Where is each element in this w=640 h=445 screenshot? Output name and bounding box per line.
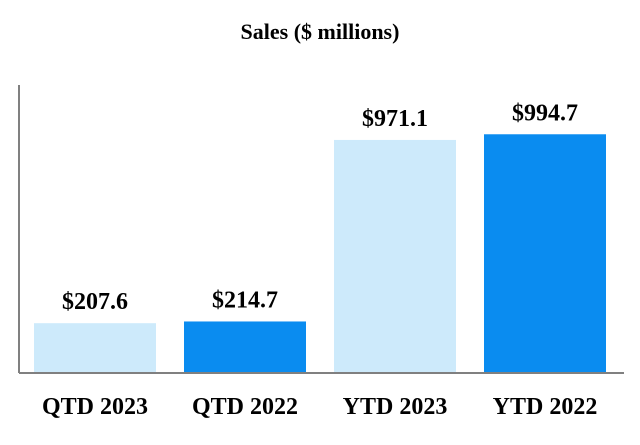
bar-ytd-2023 [334, 139, 456, 373]
x-tick-labels-layer: QTD 2023 QTD 2022 YTD 2023 YTD 2022 [42, 394, 597, 420]
bar-qtd-2022 [184, 321, 306, 373]
x-tick-label-qtd-2023: QTD 2023 [42, 394, 148, 420]
value-label-qtd-2022: $214.7 [212, 287, 278, 313]
bars-layer [34, 134, 606, 373]
chart-title: Sales ($ millions) [241, 19, 400, 44]
bar-ytd-2022 [484, 134, 606, 373]
x-tick-label-ytd-2023: YTD 2023 [343, 394, 448, 420]
x-tick-label-qtd-2022: QTD 2022 [192, 394, 298, 420]
bar-qtd-2023 [34, 323, 156, 373]
value-label-qtd-2023: $207.6 [62, 289, 128, 315]
value-label-ytd-2022: $994.7 [512, 100, 578, 126]
x-tick-label-ytd-2022: YTD 2022 [493, 394, 598, 420]
value-label-ytd-2023: $971.1 [362, 106, 428, 132]
value-labels-layer: $207.6 $214.7 $971.1 $994.7 [62, 100, 578, 315]
